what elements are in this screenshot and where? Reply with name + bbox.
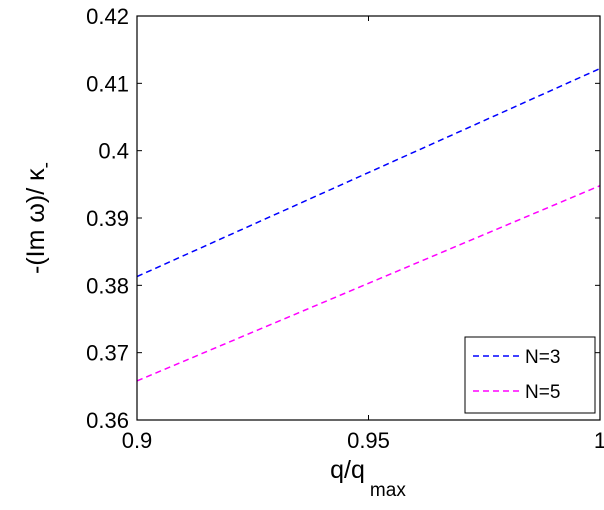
y-ticks: 0.36 0.37 0.38 0.39 0.4 0.41 0.42 — [86, 4, 600, 433]
series-line-n-5 — [136, 184, 601, 382]
x-ticks: 0.9 0.95 1 — [122, 16, 604, 453]
x-axis-label-sub: max — [370, 480, 406, 501]
legend: N=3 N=5 — [464, 336, 596, 414]
series-line-n-3 — [136, 67, 601, 278]
x-tick-label: 0.9 — [122, 428, 153, 453]
x-axis-label: q/qmax — [330, 456, 406, 501]
y-tick-label: 0.4 — [98, 139, 129, 164]
y-axis-label: -(Im ω)/ κ- — [22, 162, 57, 274]
x-tick-label: 0.95 — [347, 428, 390, 453]
y-tick-label: 0.41 — [86, 71, 129, 96]
legend-label: N=5 — [525, 382, 560, 403]
y-tick-label: 0.37 — [86, 341, 129, 366]
x-tick-label: 1 — [594, 428, 604, 453]
y-tick-label: 0.36 — [86, 408, 129, 433]
y-axis-label-sub: - — [36, 162, 57, 168]
y-tick-label: 0.39 — [86, 206, 129, 231]
y-tick-label: 0.38 — [86, 273, 129, 298]
series-lines — [136, 67, 601, 382]
plot-frame — [136, 15, 601, 421]
legend-box — [464, 336, 596, 414]
y-tick-label: 0.42 — [86, 4, 129, 29]
legend-label: N=3 — [525, 347, 560, 368]
x-axis-label-main: q/q — [330, 456, 365, 484]
y-axis-label-main: -(Im ω)/ κ — [22, 168, 50, 274]
